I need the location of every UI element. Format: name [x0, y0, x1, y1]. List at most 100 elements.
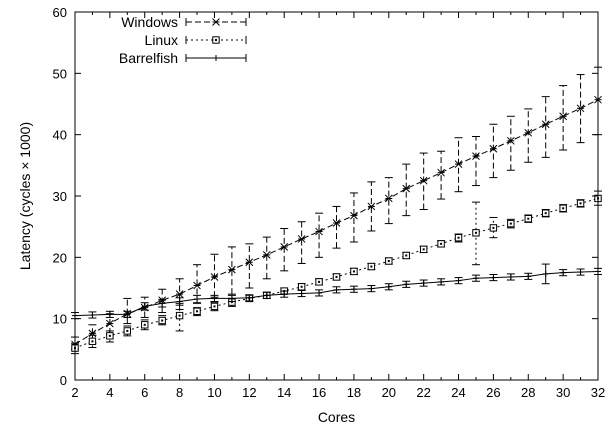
marker-dot	[300, 285, 303, 288]
series-barrelfish	[71, 263, 602, 320]
barrelfish-point	[403, 281, 410, 288]
marker-stroke	[506, 136, 515, 145]
marker-stroke	[489, 144, 498, 153]
linux-point	[332, 273, 341, 281]
marker-dot	[196, 310, 199, 313]
marker-stroke	[212, 18, 220, 26]
windows-error-bar	[349, 192, 358, 243]
marker-dot	[108, 334, 111, 337]
windows-point	[297, 235, 306, 243]
barrelfish-point	[211, 295, 218, 302]
marker-dot	[91, 340, 94, 343]
legend-marker-windows	[212, 18, 220, 26]
linux-point	[524, 214, 532, 223]
marker-stroke	[541, 120, 550, 129]
y-tick-label: 40	[53, 128, 67, 143]
barrelfish-point	[316, 289, 323, 296]
barrelfish-point	[542, 270, 549, 277]
barrelfish-point	[368, 285, 375, 292]
linux-point	[367, 262, 376, 271]
windows-point	[419, 176, 428, 185]
barrelfish-point	[281, 291, 288, 298]
windows-point	[245, 258, 254, 267]
barrelfish-point	[333, 286, 340, 293]
plot-frame	[74, 11, 599, 381]
marker-dot	[215, 39, 217, 41]
x-tick-label: 16	[312, 385, 326, 400]
windows-point	[367, 202, 376, 211]
y-tick-label: 50	[53, 66, 67, 81]
legend: Windows Linux Barrelfish	[119, 14, 247, 66]
linux-point	[454, 234, 463, 242]
windows-point	[524, 128, 533, 137]
marker-dot	[405, 254, 408, 257]
linux-point	[297, 283, 306, 291]
marker-dot	[318, 280, 321, 283]
marker-dot	[562, 207, 565, 210]
x-tick-label: 20	[382, 385, 396, 400]
windows-line	[74, 99, 599, 345]
marker-stroke	[559, 112, 567, 121]
marker-dot	[230, 301, 233, 304]
windows-error-bar	[367, 181, 376, 232]
marker-stroke	[367, 202, 376, 211]
windows-error-bar	[489, 123, 498, 179]
barrelfish-point	[507, 273, 514, 280]
windows-error-bar	[454, 137, 463, 193]
y-tick-label: 0	[60, 373, 67, 388]
marker-stroke	[472, 152, 480, 160]
windows-point	[315, 227, 323, 236]
x-tick-label: 18	[347, 385, 361, 400]
marker-dot	[474, 231, 477, 234]
y-tick-label: 10	[53, 312, 67, 327]
x-tick-label: 28	[521, 385, 535, 400]
windows-point	[541, 120, 550, 129]
x-tick-label: 12	[242, 385, 256, 400]
windows-error-bar	[280, 228, 289, 272]
y-axis-title: Latency (cycles × 1000)	[17, 122, 33, 270]
x-tick-label: 14	[277, 385, 291, 400]
x-tick-label: 30	[556, 385, 570, 400]
windows-point	[262, 251, 271, 259]
windows-point	[384, 194, 393, 203]
x-tick-label: 24	[451, 385, 465, 400]
barrelfish-point	[106, 311, 113, 318]
marker-stroke	[350, 211, 358, 220]
linux-point	[472, 229, 480, 237]
marker-dot	[544, 212, 547, 215]
barrelfish-point	[438, 278, 445, 285]
marker-stroke	[210, 273, 219, 281]
windows-error-bar	[559, 85, 568, 151]
x-axis-title: Cores	[318, 409, 355, 425]
barrelfish-point	[525, 273, 532, 280]
windows-error-bar	[437, 150, 446, 200]
marker-dot	[161, 319, 164, 322]
y-tick-label: 20	[53, 250, 67, 265]
barrelfish-point	[455, 277, 462, 284]
windows-point	[506, 136, 515, 145]
marker-dot	[213, 305, 216, 308]
windows-point	[402, 184, 411, 193]
legend-marker-barrelfish	[213, 55, 219, 61]
windows-point	[193, 281, 201, 290]
windows-error-bar	[402, 163, 411, 217]
windows-error-bar	[297, 221, 306, 264]
barrelfish-point	[228, 295, 235, 302]
linux-point	[175, 311, 184, 320]
windows-point	[175, 290, 184, 298]
barrelfish-point	[472, 275, 479, 282]
legend-marker-linux	[212, 36, 220, 44]
legend-item-barrelfish: Barrelfish	[119, 50, 247, 66]
windows-error-bar	[541, 96, 550, 158]
windows-error-bar	[315, 212, 324, 258]
marker-dot	[440, 242, 443, 245]
barrelfish-point	[194, 296, 201, 303]
linux-point	[350, 267, 358, 276]
marker-stroke	[228, 265, 236, 274]
marker-stroke	[315, 227, 323, 236]
linux-point	[507, 219, 515, 228]
linux-point	[193, 307, 201, 316]
marker-dot	[352, 270, 355, 273]
marker-dot	[126, 329, 129, 332]
axes-layer: 2 4 6 8 10 12 14 16 18 20 22 24 26 28 30 32010203040506…	[53, 5, 606, 400]
